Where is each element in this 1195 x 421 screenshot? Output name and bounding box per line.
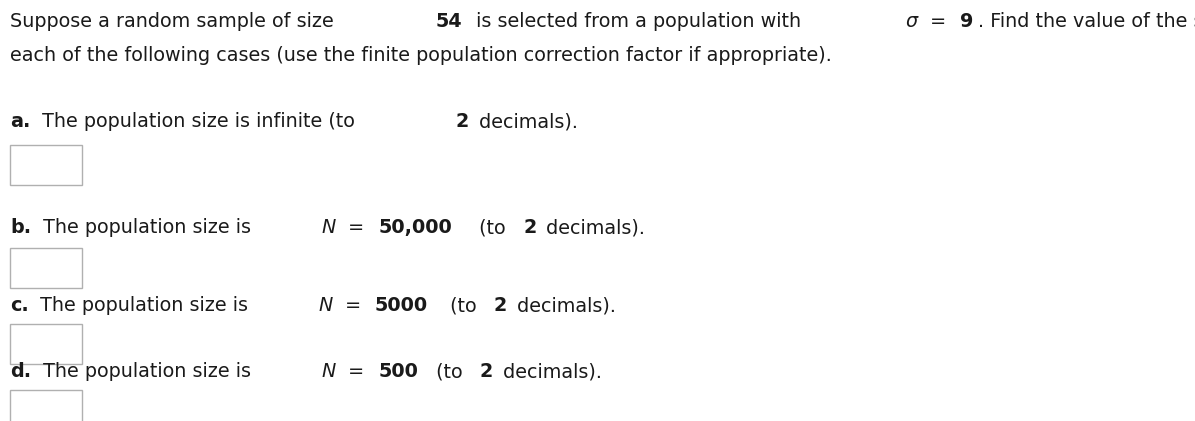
Text: The population size is infinite (to: The population size is infinite (to [36, 112, 361, 131]
Text: =: = [342, 362, 370, 381]
Text: (to: (to [473, 218, 511, 237]
Text: decimals).: decimals). [473, 112, 577, 131]
FancyBboxPatch shape [10, 145, 82, 185]
Text: $N$: $N$ [321, 362, 337, 381]
Text: The population size is: The population size is [35, 296, 255, 315]
Text: 2: 2 [479, 362, 492, 381]
Text: 50,000: 50,000 [378, 218, 452, 237]
Text: a.: a. [10, 112, 30, 131]
Text: (to: (to [443, 296, 483, 315]
Text: 2: 2 [494, 296, 507, 315]
Text: The population size is: The population size is [37, 218, 257, 237]
Text: 500: 500 [378, 362, 418, 381]
Text: 9: 9 [961, 12, 974, 31]
FancyBboxPatch shape [10, 390, 82, 421]
FancyBboxPatch shape [10, 248, 82, 288]
Text: d.: d. [10, 362, 31, 381]
Text: =: = [338, 296, 367, 315]
Text: decimals).: decimals). [540, 218, 645, 237]
Text: decimals).: decimals). [510, 296, 615, 315]
Text: 2: 2 [523, 218, 537, 237]
Text: is selected from a population with: is selected from a population with [470, 12, 808, 31]
Text: 5000: 5000 [375, 296, 428, 315]
Text: . Find the value of the standard error of the mean in: . Find the value of the standard error o… [978, 12, 1195, 31]
Text: 2: 2 [455, 112, 468, 131]
Text: each of the following cases (use the finite population correction factor if appr: each of the following cases (use the fin… [10, 46, 832, 65]
Text: $N$: $N$ [318, 296, 335, 315]
Text: (to: (to [429, 362, 468, 381]
Text: $\sigma$: $\sigma$ [905, 12, 920, 31]
Text: $N$: $N$ [321, 218, 337, 237]
Text: c.: c. [10, 296, 29, 315]
Text: decimals).: decimals). [497, 362, 601, 381]
Text: b.: b. [10, 218, 31, 237]
Text: =: = [342, 218, 370, 237]
FancyBboxPatch shape [10, 324, 82, 364]
Text: The population size is: The population size is [37, 362, 257, 381]
Text: 54: 54 [436, 12, 462, 31]
Text: Suppose a random sample of size: Suppose a random sample of size [10, 12, 339, 31]
Text: =: = [924, 12, 952, 31]
